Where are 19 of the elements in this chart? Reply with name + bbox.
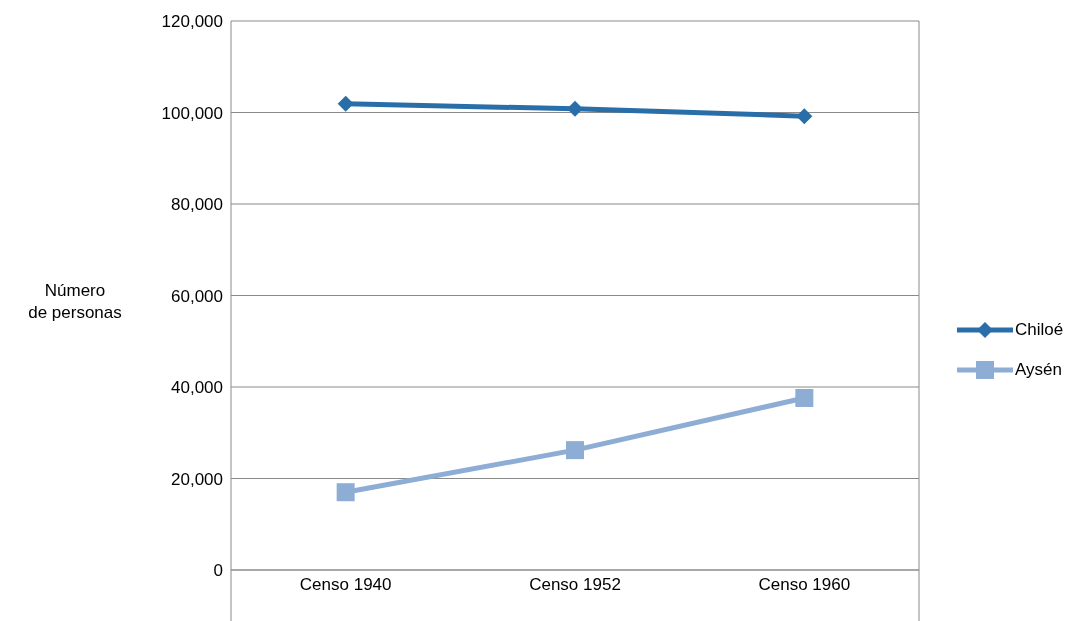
point <box>566 441 584 460</box>
y-axis-title: Número de personas <box>27 280 123 324</box>
x-tick-label: Censo 1940 <box>299 575 392 595</box>
y-tick-label: 120,000 <box>161 12 223 32</box>
y-tick-label: 60,000 <box>171 286 223 306</box>
point <box>795 388 814 407</box>
y-tick-label: 40,000 <box>171 378 223 398</box>
point <box>567 100 583 117</box>
point <box>336 483 355 502</box>
x-tick-label: Censo 1960 <box>758 575 851 595</box>
x-tick-label: Censo 1952 <box>529 575 621 595</box>
y-tick-label: 0 <box>213 561 223 581</box>
point <box>337 95 354 112</box>
legend-label: Chiloé <box>1015 320 1064 340</box>
y-tick-label: 100,000 <box>161 103 223 123</box>
legend-label: Aysén <box>1015 360 1062 380</box>
y-tick-label: 20,000 <box>171 469 223 489</box>
y-tick-label: 80,000 <box>171 195 223 215</box>
point <box>796 108 813 125</box>
